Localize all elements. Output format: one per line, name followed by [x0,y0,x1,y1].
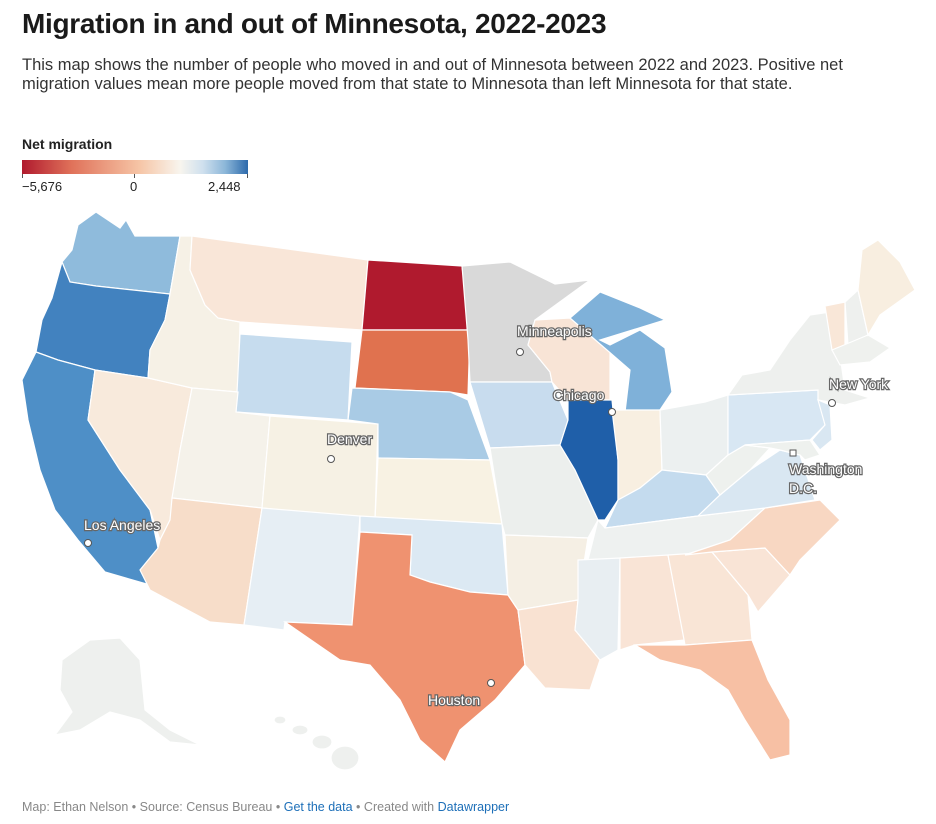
city-marker-chicago [608,408,616,416]
city-label-washington-dc: D.C. [789,480,817,496]
city-label-los-angeles: Los Angeles [84,517,160,533]
footer-separator: • [356,800,361,814]
state-maine[interactable] [857,239,916,337]
get-the-data-link[interactable]: Get the data [283,800,353,814]
state-washington[interactable] [61,211,181,295]
state-hawaii[interactable] [273,715,360,771]
city-marker-denver [327,455,335,463]
state-wyoming[interactable] [235,333,353,421]
city-marker-houston [487,679,495,687]
footer: Map: Ethan Nelson • Source: Census Burea… [22,800,509,814]
city-label-new-york: New York [829,376,889,392]
city-label-houston: Houston [428,692,480,708]
datawrapper-link[interactable]: Datawrapper [437,800,510,814]
state-north-dakota[interactable] [361,259,471,331]
state-south-dakota[interactable] [354,329,471,396]
legend-title: Net migration [22,136,113,152]
city-label-chicago: Chicago [553,387,605,403]
state-florida[interactable] [632,639,791,761]
footer-separator: • [275,800,281,814]
city-marker-los-angeles [84,539,92,547]
state-alabama[interactable] [619,554,686,651]
state-alaska[interactable] [53,637,201,746]
state-maryland[interactable] [744,439,821,461]
page-title: Migration in and out of Minnesota, 2022-… [22,8,607,39]
city-marker-new-york [828,399,836,407]
state-texas[interactable] [282,531,526,763]
legend-max-label: 2,448 [208,179,241,194]
legend: Net migration −5,676 0 2,448 [22,136,262,194]
city-label-denver: Denver [327,431,372,447]
legend-tick-max [247,174,248,178]
footer-separator: • [131,800,137,814]
legend-color-scale [22,160,248,174]
us-choropleth-map: Minneapolis Chicago New York Denver Wash… [21,211,916,771]
footer-source: Source: Census Bureau [139,800,273,814]
state-kansas[interactable] [374,457,503,525]
state-ohio[interactable] [659,394,729,476]
legend-tick-min [22,174,23,178]
legend-min-label: −5,676 [22,179,63,194]
state-new-mexico[interactable] [243,507,361,631]
state-montana[interactable] [189,235,369,331]
city-marker-minneapolis [516,348,524,356]
footer-created-with: Created with [363,800,435,814]
city-marker-washington [789,449,797,457]
legend-tick-mid [134,174,135,178]
city-label-minneapolis: Minneapolis [517,323,592,339]
legend-mid-label: 0 [130,179,138,194]
footer-map-by: Map: Ethan Nelson [22,800,129,814]
city-label-washington: Washington [789,461,862,477]
state-massachusetts[interactable] [831,334,892,366]
state-arkansas[interactable] [504,534,589,611]
map-description: This map shows the number of people who … [22,56,843,93]
state-north-carolina[interactable] [684,499,841,576]
